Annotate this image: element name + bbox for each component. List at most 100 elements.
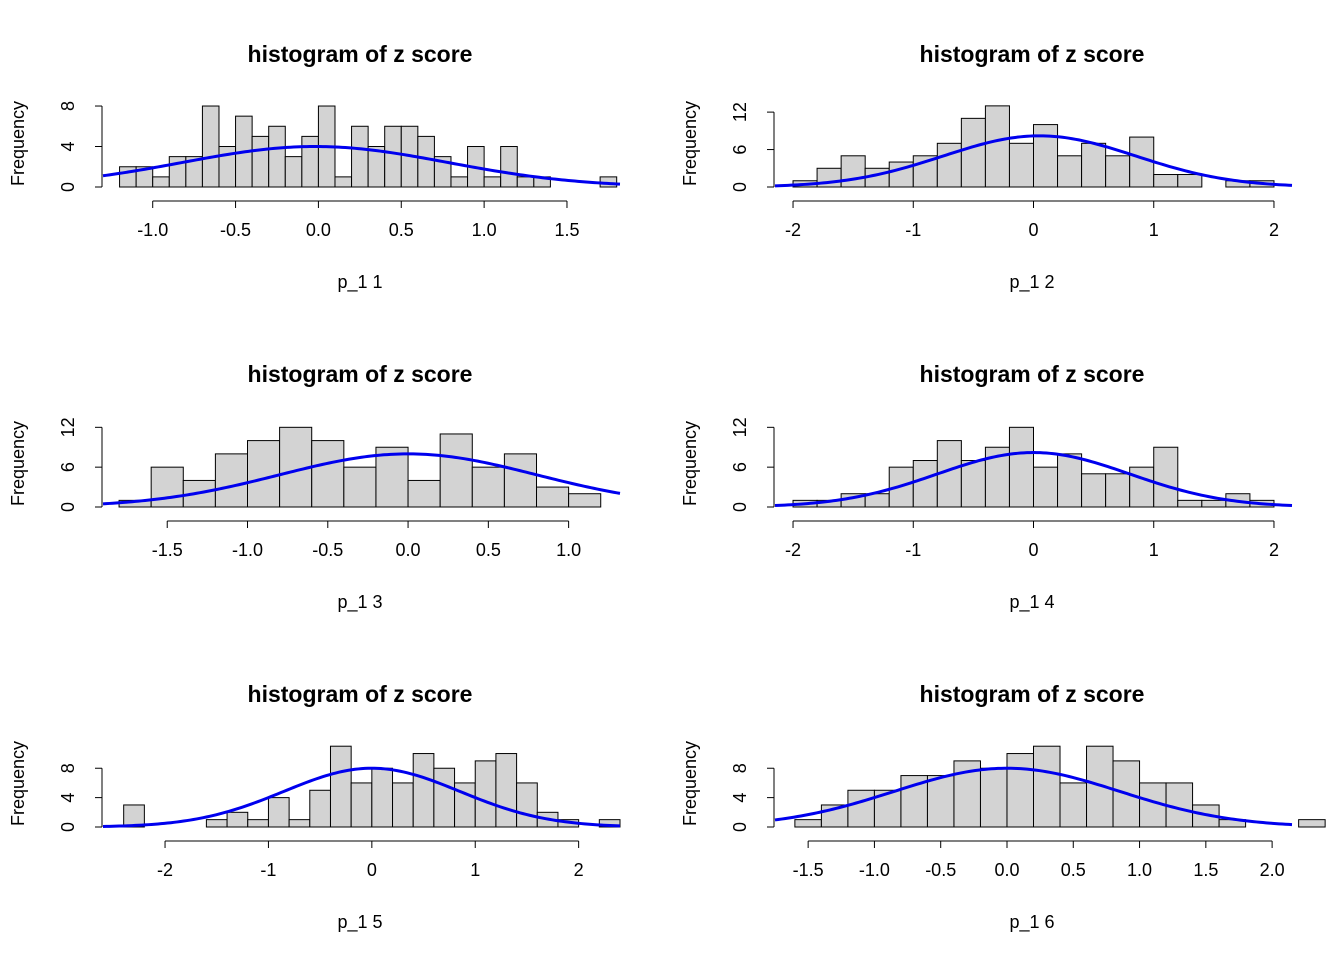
x-tick-label: 1 (1149, 220, 1159, 240)
histogram-bar (329, 745, 352, 828)
histogram-bar (536, 486, 570, 508)
x-tick-label: 1.5 (1193, 860, 1218, 880)
x-tick-label: -1.0 (859, 860, 890, 880)
y-tick-label: 8 (58, 101, 78, 111)
histogram-bar (1081, 473, 1107, 508)
x-tick-label: -1.0 (232, 540, 263, 560)
histogram-panel-6: histogram of z score -1.5 -1.0 -0.5 0.0 0.5 1.… (680, 681, 1326, 933)
y-tick-label: 6 (730, 145, 750, 155)
x-tick-label: -1 (260, 860, 276, 880)
x-tick-label: 0 (1028, 220, 1038, 240)
histogram-bar (960, 460, 986, 508)
histogram-bar (1033, 745, 1061, 828)
histogram-bar (840, 155, 866, 188)
chart-title: histogram of z score (248, 41, 473, 67)
x-tick-label: -2 (785, 540, 801, 560)
histogram-bar (912, 460, 938, 508)
chart-title: histogram of z score (248, 681, 473, 707)
histogram-bar (267, 797, 290, 828)
x-tick-label: 2.0 (1260, 860, 1285, 880)
histogram-bar (439, 433, 473, 508)
y-tick-label: 4 (730, 793, 750, 803)
histogram-bar (1006, 753, 1034, 828)
histogram-bar (247, 819, 269, 828)
x-tick-label: -1.5 (793, 860, 824, 880)
histogram-bar (284, 156, 303, 188)
histogram-bar (1059, 782, 1088, 828)
histogram-bar (483, 176, 502, 188)
x-tick-label: 0.5 (389, 220, 414, 240)
x-tick-label: -2 (785, 220, 801, 240)
histogram-bar (288, 819, 311, 828)
histogram-bar (1057, 453, 1083, 508)
density-curve (774, 451, 1293, 508)
histogram-bar (407, 479, 441, 508)
histogram-bar (375, 446, 409, 508)
x-tick-label: -0.5 (925, 860, 956, 880)
x-tick-label: -1 (905, 540, 921, 560)
histogram-bar (351, 125, 369, 188)
x-tick-label: 0.5 (1061, 860, 1086, 880)
x-tick-label: -0.5 (312, 540, 343, 560)
y-tick-label: 0 (58, 502, 78, 512)
histogram-bar (568, 493, 602, 508)
chart-title: histogram of z score (248, 361, 473, 387)
x-tick-label: 0.5 (476, 540, 501, 560)
x-axis-label: p_1 5 (337, 912, 382, 933)
x-tick-label: 0.0 (396, 540, 421, 560)
histogram-panel-5: histogram of z score -2 -1 0 1 2 p_1 5 0 4 8 Frequ… (8, 681, 621, 933)
histogram-bar (503, 453, 538, 508)
histogram-bar (268, 125, 286, 188)
y-axis-label: Frequency (680, 101, 700, 186)
x-tick-label: 2 (574, 860, 584, 880)
histogram-bar (150, 466, 184, 508)
chart-title: histogram of z score (920, 361, 1145, 387)
x-axis-label: p_1 2 (1009, 272, 1054, 293)
histogram-bar (1177, 174, 1203, 188)
y-tick-label: 0 (730, 822, 750, 832)
histogram-bar (960, 117, 986, 188)
histogram-bar (1033, 124, 1059, 188)
histogram-bar (433, 767, 456, 828)
histogram-panel-1: histogram of z score -1.0 -0.5 0.0 0.5 1.0 1.5… (8, 41, 621, 293)
y-axis-label: Frequency (8, 741, 28, 826)
y-tick-label: 12 (730, 102, 750, 122)
x-tick-label: 2 (1269, 220, 1279, 240)
density-curve (102, 766, 621, 828)
x-tick-label: -1.0 (137, 220, 168, 240)
x-axis-label: p_1 6 (1009, 912, 1054, 933)
histogram-bar (1153, 174, 1179, 188)
density-curve (774, 766, 1293, 827)
y-tick-label: 6 (730, 462, 750, 472)
x-tick-label: 0 (367, 860, 377, 880)
histogram-bar (1139, 782, 1167, 828)
histogram-bar (847, 789, 875, 828)
y-tick-label: 4 (58, 142, 78, 152)
histogram-bar (474, 760, 497, 828)
histogram-bar (214, 453, 248, 508)
histogram-bar (226, 811, 249, 828)
y-tick-label: 0 (730, 502, 750, 512)
histogram-bar (247, 440, 281, 508)
x-tick-label: -1.5 (152, 540, 183, 560)
y-tick-label: 12 (730, 417, 750, 437)
histogram-bar (495, 753, 518, 828)
y-tick-label: 0 (58, 822, 78, 832)
histogram-bar (1008, 142, 1035, 188)
histogram-bar (1129, 466, 1155, 508)
histogram-bar (205, 819, 228, 828)
histogram-bar (450, 176, 469, 188)
x-tick-label: -0.5 (220, 220, 251, 240)
histogram-bar (1105, 155, 1131, 188)
histogram-bar (516, 176, 535, 188)
chart-title: histogram of z score (920, 41, 1145, 67)
x-axis-label: p_1 3 (337, 592, 382, 613)
y-tick-label: 8 (58, 763, 78, 773)
x-tick-label: 1 (470, 860, 480, 880)
y-tick-label: 8 (730, 763, 750, 773)
histogram-bar (417, 135, 435, 188)
histogram-bar (1081, 142, 1107, 188)
histogram-bar (984, 105, 1010, 188)
histogram-bar (343, 466, 377, 508)
histogram-bar (979, 767, 1008, 828)
